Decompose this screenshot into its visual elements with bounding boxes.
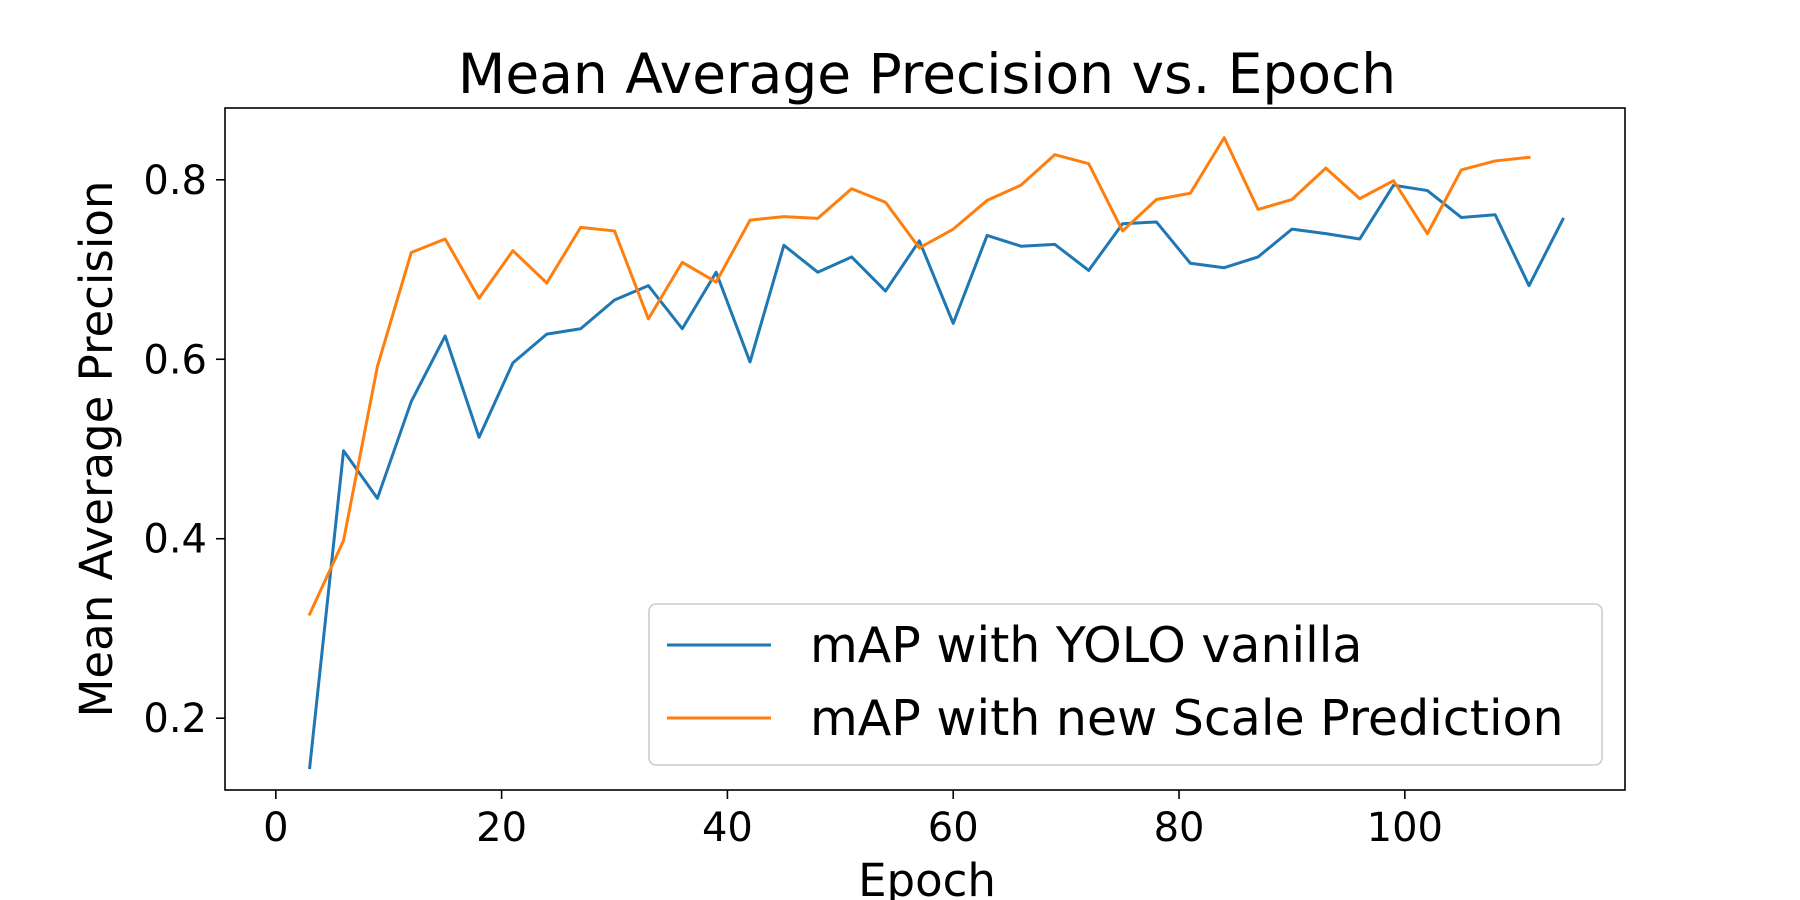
x-tick-label: 80	[1154, 805, 1205, 851]
plot-frame	[224, 107, 1626, 791]
y-axis-label: Mean Average Precision	[70, 181, 123, 718]
y-axis-ticks: 0.2 0.4 0.6 0.8	[143, 158, 225, 742]
legend-label-yolo-vanilla: mAP with YOLO vanilla	[810, 617, 1362, 674]
x-tick-label: 40	[702, 805, 753, 851]
x-tick-label: 100	[1367, 805, 1443, 851]
series-line-new-scale-prediction	[307, 136, 1531, 617]
series-line-yolo-vanilla	[308, 183, 1565, 770]
legend-box	[648, 603, 1603, 766]
x-tick-label: 0	[263, 805, 288, 851]
y-tick-label: 0.4	[143, 517, 207, 563]
series-layer	[307, 136, 1565, 770]
y-tick-label: 0.2	[143, 696, 207, 742]
chart-legend: mAP with YOLO vanilla mAP with new Scale…	[648, 603, 1603, 766]
x-tick-label: 60	[928, 805, 979, 851]
x-axis-label: Epoch	[858, 854, 996, 900]
x-axis-ticks: 0 20 40 60 80 100	[263, 790, 1443, 851]
x-tick-label: 20	[476, 805, 527, 851]
y-tick-label: 0.6	[143, 337, 207, 383]
legend-label-new-scale-prediction: mAP with new Scale Prediction	[810, 690, 1564, 747]
chart-title: Mean Average Precision vs. Epoch	[458, 42, 1396, 106]
y-tick-label: 0.8	[143, 158, 207, 204]
